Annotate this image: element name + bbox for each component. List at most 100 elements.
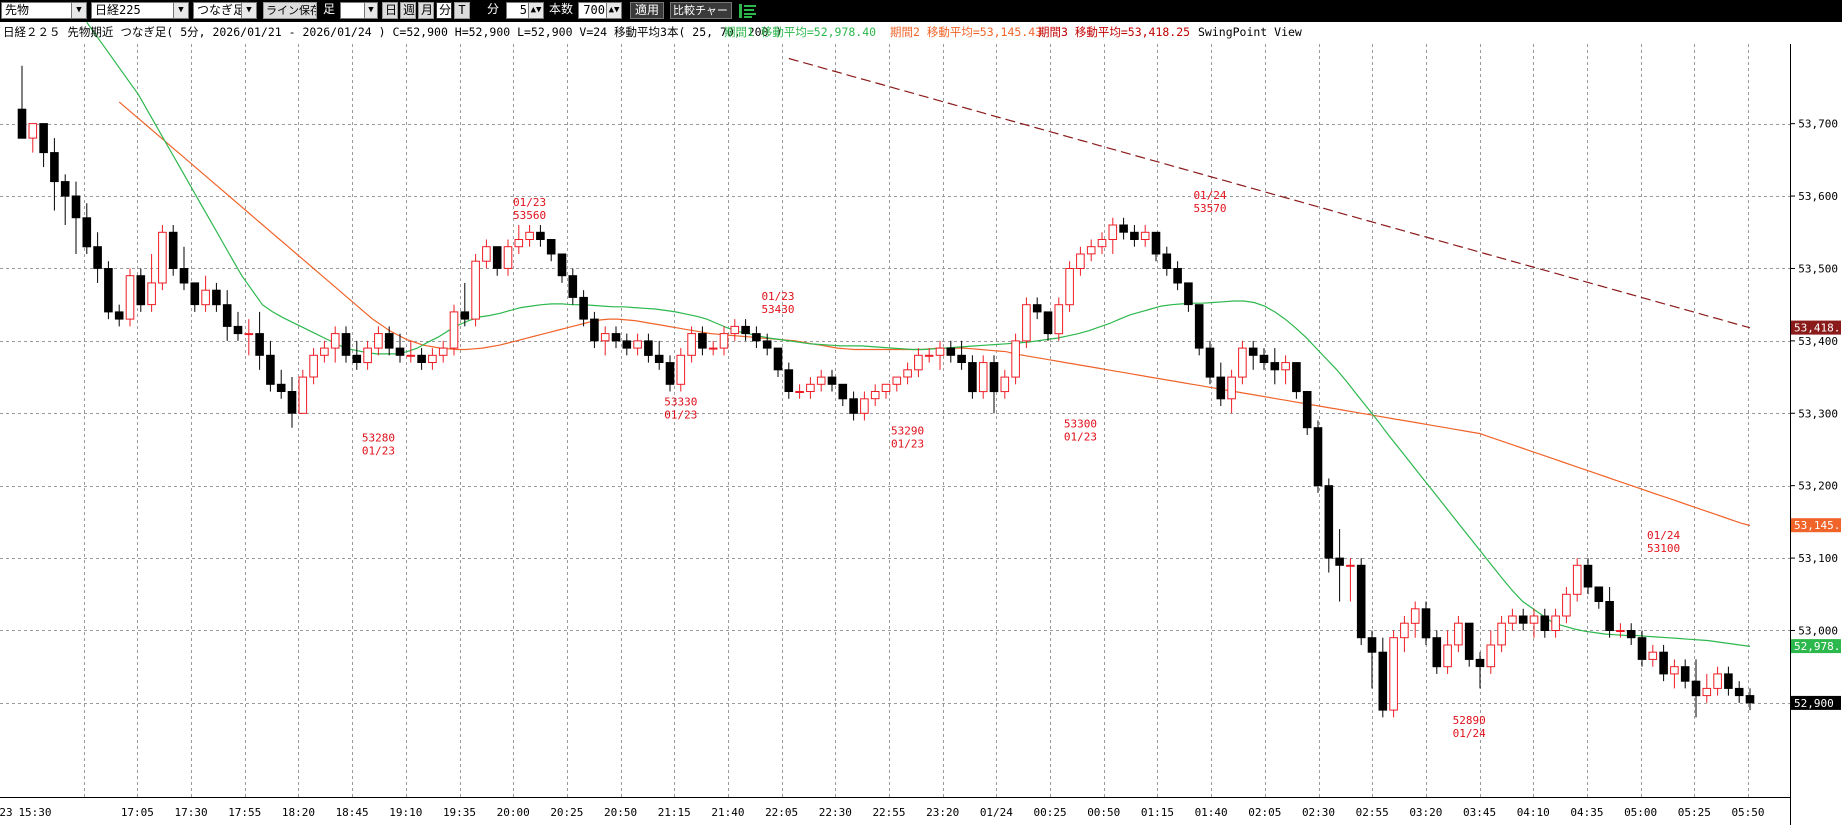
- ma3-legend: 期間3 移動平均=53,418.25: [1038, 25, 1190, 39]
- candle-body: [125, 275, 135, 320]
- candle-body: [989, 362, 999, 393]
- ma3-polyline: [788, 57, 1751, 329]
- candle-body: [287, 391, 297, 414]
- candle: [1302, 391, 1312, 435]
- candle: [1151, 231, 1161, 262]
- candle: [903, 362, 912, 385]
- compare-chart-button[interactable]: 比較チャート: [670, 2, 732, 19]
- candle-body: [266, 354, 275, 385]
- candle: [1605, 587, 1614, 638]
- candle-body: [816, 376, 826, 385]
- chevron-down-icon[interactable]: ▼: [71, 3, 86, 18]
- candle-body: [1097, 239, 1107, 248]
- candle-body: [1108, 224, 1118, 240]
- candle: [644, 333, 653, 363]
- candle: [881, 383, 891, 399]
- candle: [1583, 558, 1593, 595]
- candle-body: [492, 246, 502, 269]
- candle-body: [482, 246, 491, 262]
- period-select[interactable]: ▼: [340, 2, 378, 19]
- period-tick-button[interactable]: T: [454, 2, 470, 19]
- candle: [1248, 340, 1258, 370]
- candle: [276, 369, 286, 399]
- candle: [1518, 608, 1528, 631]
- candle: [568, 268, 578, 305]
- candle: [255, 311, 264, 370]
- ma1-legend: 期間1 移動平均=52,978.40: [724, 25, 876, 39]
- minute-input[interactable]: 5 ▲▼: [506, 2, 544, 19]
- chevron-down-icon[interactable]: ▼: [173, 3, 188, 18]
- candle: [1130, 225, 1139, 247]
- candle-body: [179, 268, 189, 284]
- candle: [784, 362, 794, 399]
- candle: [654, 340, 664, 370]
- candle: [698, 326, 707, 356]
- candle: [1022, 297, 1031, 349]
- candle: [1691, 659, 1701, 718]
- candle: [1086, 239, 1096, 262]
- chevron-down-icon[interactable]: ▼: [364, 3, 377, 18]
- apply-button[interactable]: 適用: [630, 2, 664, 19]
- swing-price: 53560: [513, 209, 546, 222]
- price-tag-label: 52,900: [1794, 697, 1834, 710]
- x-tick-label: 15:30: [18, 806, 51, 819]
- candle: [914, 348, 923, 378]
- candle-body: [838, 383, 848, 400]
- period-month-button[interactable]: 月: [418, 2, 434, 19]
- x-tick-label: 02:30: [1302, 806, 1335, 819]
- market-select[interactable]: 先物 ▼: [1, 2, 87, 19]
- spinner-icon[interactable]: ▲▼: [606, 3, 621, 18]
- x-tick-label: 05:25: [1678, 806, 1711, 819]
- candle: [773, 347, 783, 378]
- instrument-select[interactable]: 日経225 ▼: [91, 2, 189, 19]
- minute-label: 分: [486, 2, 499, 16]
- candle: [438, 340, 448, 363]
- chevron-down-icon[interactable]: ▼: [241, 3, 256, 18]
- candle: [1076, 246, 1085, 276]
- swing-price: 53570: [1193, 202, 1226, 215]
- candle: [1443, 630, 1452, 674]
- candle-body: [1605, 601, 1614, 631]
- candle: [1680, 659, 1690, 689]
- candle-body: [1454, 622, 1463, 646]
- candle-body: [1313, 427, 1323, 487]
- x-tick-label: 21:15: [658, 806, 691, 819]
- x-tick-label: 00:50: [1087, 806, 1120, 819]
- x-tick-label: 21:40: [711, 806, 744, 819]
- swing-date: 01/24: [1193, 189, 1226, 202]
- candlestick-chart[interactable]: 5328001/2301/23535605333001/2301/2353430…: [0, 22, 1842, 825]
- y-tick-label: 53,000: [1798, 624, 1838, 637]
- swing-price: 53100: [1647, 542, 1680, 555]
- candle: [708, 340, 718, 356]
- period-minute-button[interactable]: 分: [436, 2, 452, 19]
- candle-body: [1572, 564, 1582, 595]
- save-line-button[interactable]: ライン保存: [263, 2, 317, 19]
- candle: [136, 268, 146, 312]
- candle-body: [320, 347, 329, 356]
- chart-type-select[interactable]: つなぎ足 ▼: [193, 2, 257, 19]
- candle-body: [1734, 687, 1744, 697]
- candle-body: [1562, 593, 1571, 617]
- candle-body: [1076, 253, 1085, 269]
- chart-list-icon[interactable]: [738, 3, 758, 19]
- price-tag-label: 53,418.2: [1794, 322, 1842, 335]
- candle-body: [1022, 304, 1031, 342]
- candle-body: [406, 354, 416, 357]
- candle: [417, 348, 426, 370]
- candle: [795, 384, 804, 399]
- x-tick-label: 20:50: [604, 806, 637, 819]
- period-week-button[interactable]: 週: [400, 2, 416, 19]
- candle-body: [784, 369, 794, 392]
- candle-body: [1518, 615, 1528, 624]
- candle: [168, 225, 178, 276]
- candle: [633, 333, 642, 356]
- period-day-button[interactable]: 日: [382, 2, 398, 19]
- candle-body: [525, 231, 534, 241]
- spinner-icon[interactable]: ▲▼: [528, 3, 543, 18]
- candle-body: [190, 282, 200, 306]
- count-input[interactable]: 700 ▲▼: [578, 2, 622, 19]
- candle-body: [1745, 695, 1755, 704]
- swing-date: 01/23: [761, 290, 794, 303]
